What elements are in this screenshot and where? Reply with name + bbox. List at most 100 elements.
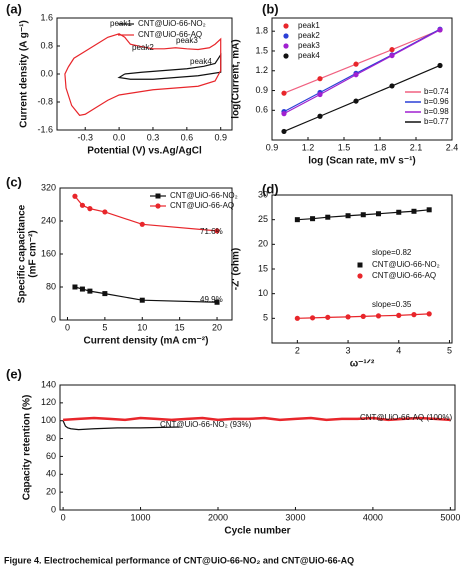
- annotation: 49.9%: [200, 295, 223, 304]
- marker: [283, 43, 289, 49]
- x-tick-label: 0: [65, 322, 70, 332]
- y-tick-label: 240: [41, 215, 56, 225]
- marker: [79, 286, 85, 292]
- y-tick-label: 1.2: [255, 65, 268, 75]
- y-tick-label: 40: [46, 469, 56, 479]
- marker: [283, 53, 289, 59]
- x-tick-label: 0.9: [266, 142, 279, 152]
- legend-label: b=0.74: [424, 87, 449, 96]
- y-tick-label: 0.6: [255, 105, 268, 115]
- marker: [325, 214, 331, 220]
- y-tick-label: 20: [46, 487, 56, 497]
- annotation: peak3: [176, 36, 198, 45]
- marker: [309, 315, 316, 321]
- y-tick-label: 5: [263, 313, 268, 323]
- x-tick-label: 3000: [285, 512, 305, 522]
- series-line: [64, 33, 222, 116]
- panel-label: (e): [6, 366, 22, 381]
- marker: [72, 193, 78, 199]
- annotation: slope=0.82: [372, 248, 412, 257]
- x-tick-label: 0.9: [214, 132, 227, 142]
- marker: [139, 221, 145, 227]
- marker: [353, 72, 359, 78]
- y-tick-label: 30: [258, 189, 268, 199]
- panel-label: (c): [6, 174, 22, 189]
- legend-label: peak1: [298, 21, 320, 30]
- y-axis-label: Capacity retention (%): [22, 395, 33, 501]
- y-tick-label: 0.9: [255, 85, 268, 95]
- marker: [437, 62, 443, 69]
- caption: Figure 4. Electrochemical performance of…: [4, 555, 354, 565]
- marker: [281, 90, 287, 96]
- y-tick-label: 60: [46, 451, 56, 461]
- legend-label: peak2: [298, 31, 320, 40]
- series-line: [74, 286, 218, 303]
- x-tick-label: 5000: [440, 512, 460, 522]
- y-tick-label: 160: [41, 248, 56, 258]
- marker: [294, 217, 300, 223]
- annotation: peak1: [110, 19, 132, 28]
- y-axis-label: log(Current, mA): [231, 39, 242, 118]
- marker: [325, 314, 331, 320]
- y-tick-label: 1.6: [40, 12, 53, 22]
- x-tick-label: 1.5: [338, 142, 351, 152]
- marker: [87, 206, 93, 212]
- panel-label: (a): [6, 1, 22, 16]
- y-tick-label: 20: [258, 239, 268, 249]
- annotation: peak4: [190, 57, 212, 66]
- marker: [87, 288, 93, 294]
- marker: [102, 209, 108, 215]
- x-tick-label: 5: [102, 322, 107, 332]
- annotation: 71.6%: [200, 227, 223, 236]
- marker: [375, 313, 382, 319]
- x-tick-label: -0.3: [77, 132, 93, 142]
- marker: [353, 61, 359, 67]
- marker: [389, 83, 395, 89]
- x-tick-label: 1000: [131, 512, 151, 522]
- plot-frame: [59, 384, 456, 511]
- x-tick-label: 2: [295, 345, 300, 355]
- marker: [437, 27, 443, 33]
- plot-frame: [271, 17, 453, 141]
- legend-label: peak4: [298, 51, 320, 60]
- annotation: slope=0.35: [372, 300, 412, 309]
- x-tick-label: 1.2: [302, 142, 315, 152]
- marker: [411, 312, 417, 318]
- x-tick-label: 0: [61, 512, 66, 522]
- y-axis-label: -Z' (ohm): [231, 248, 242, 290]
- y-tick-label: 0: [51, 314, 56, 324]
- y-tick-label: 140: [41, 379, 56, 389]
- x-axis-label: ω⁻¹ᐟ²: [350, 359, 375, 370]
- marker: [281, 111, 287, 117]
- series-line: [63, 416, 451, 422]
- x-axis-label: log (Scan rate, mV s⁻¹): [308, 156, 416, 167]
- marker: [426, 311, 432, 317]
- x-tick-label: 2000: [208, 512, 228, 522]
- x-axis-label: Cycle number: [224, 526, 290, 537]
- x-tick-label: 0.0: [113, 132, 126, 142]
- marker: [281, 128, 287, 135]
- marker: [357, 273, 363, 279]
- y-axis-label: Current density (A g⁻¹): [19, 20, 30, 128]
- marker: [345, 314, 351, 320]
- x-axis-label: Potential (V) vs.Ag/AgCl: [87, 146, 202, 157]
- y-tick-label: 0: [51, 504, 56, 514]
- marker: [426, 207, 432, 213]
- x-tick-label: 0.6: [181, 132, 194, 142]
- legend-label: CNT@UiO-66-AQ: [138, 30, 202, 39]
- marker: [345, 213, 351, 219]
- legend-label: CNT@UiO-66-NO₂: [170, 191, 238, 200]
- x-tick-label: 2.1: [410, 142, 423, 152]
- y-tick-label: 0.8: [40, 40, 53, 50]
- x-tick-label: 15: [175, 322, 185, 332]
- x-tick-label: 10: [137, 322, 147, 332]
- y-tick-label: 0.0: [40, 68, 53, 78]
- y-tick-label: -1.6: [37, 124, 53, 134]
- marker: [294, 315, 300, 321]
- marker: [411, 208, 417, 214]
- x-tick-label: 20: [212, 322, 222, 332]
- y-axis-label: (mF cm⁻²): [28, 230, 39, 278]
- x-tick-label: 3: [346, 345, 351, 355]
